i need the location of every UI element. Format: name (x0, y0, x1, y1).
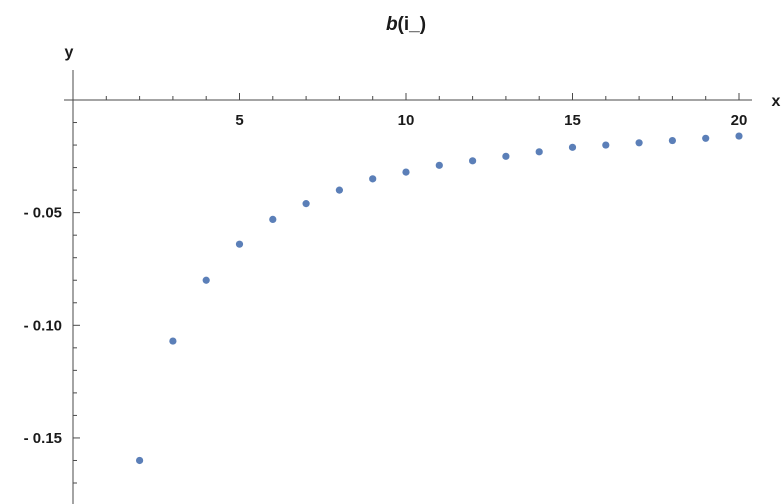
chart-title-args: (i_) (398, 14, 427, 35)
tick-label-group: 5 10 15 20 - 0.05 - 0.10 - 0.15 (24, 112, 748, 447)
data-point (169, 337, 177, 345)
data-points (136, 132, 743, 465)
data-point (202, 276, 210, 284)
x-tick-label: 20 (731, 112, 748, 129)
data-point (469, 157, 477, 165)
y-axis-label: y (65, 44, 74, 61)
chart-title: b(i_) (386, 14, 426, 35)
tick-group (73, 93, 740, 484)
data-point (735, 132, 743, 140)
x-axis-label: x (772, 93, 781, 110)
x-tick-label: 10 (398, 112, 415, 129)
data-point (302, 200, 310, 208)
data-point (269, 215, 277, 224)
data-point (568, 143, 577, 151)
data-point (335, 186, 343, 194)
data-point (402, 168, 410, 176)
data-point (369, 175, 377, 183)
data-point (535, 148, 543, 156)
x-tick-label: 5 (235, 112, 243, 129)
y-tick-label: - 0.05 (24, 205, 62, 222)
data-point (235, 240, 244, 248)
y-tick-label: - 0.10 (24, 317, 62, 334)
data-point (136, 456, 144, 465)
x-tick-label: 15 (564, 112, 581, 129)
y-tick-label: - 0.15 (24, 430, 62, 447)
data-point (502, 152, 510, 160)
data-point (602, 141, 610, 149)
data-point (435, 161, 443, 169)
data-point (668, 136, 677, 145)
data-point (702, 134, 710, 142)
data-point (635, 139, 643, 147)
chart-title-function: b (386, 14, 398, 35)
